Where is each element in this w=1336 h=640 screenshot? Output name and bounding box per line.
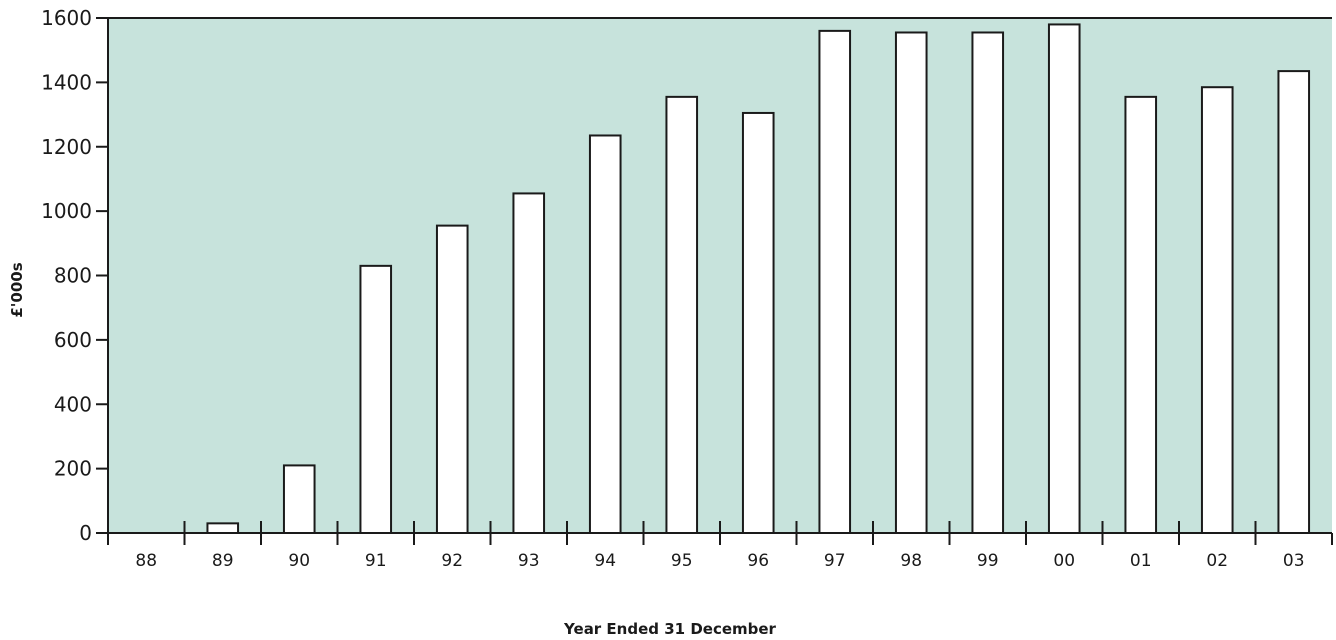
bar-03	[1277, 70, 1311, 534]
x-tick-label: 93	[518, 551, 540, 571]
bar-99	[971, 31, 1005, 534]
bar-93	[512, 192, 546, 534]
x-tick-label: 92	[441, 551, 463, 571]
bar-91	[359, 264, 393, 534]
x-axis-ticks: 88 89 90 91 92 93 94 95 96 97 98 99 00 01 02 03	[107, 521, 1333, 571]
bar-96	[741, 111, 775, 534]
bar-97	[818, 29, 852, 534]
x-tick-label: 90	[288, 551, 310, 571]
x-tick-label: 91	[365, 551, 387, 571]
x-tick-label: 03	[1283, 551, 1305, 571]
y-tick-label: 1600	[41, 6, 92, 30]
x-tick-label: 01	[1130, 551, 1152, 571]
x-tick-label: 96	[747, 551, 769, 571]
x-tick-label: 94	[594, 551, 616, 571]
x-tick-label: 89	[212, 551, 234, 571]
y-axis-ticks: 0 200 400 600 800 1000 1200 1400 1600	[41, 6, 108, 545]
y-tick-label: 600	[54, 328, 92, 352]
y-tick-label: 0	[79, 521, 92, 545]
bar-89	[206, 522, 240, 534]
x-axis-title: Year Ended 31 December	[563, 620, 777, 638]
x-tick-label: 02	[1206, 551, 1228, 571]
y-tick-label: 1400	[41, 70, 92, 94]
bar-02	[1200, 86, 1234, 534]
bar-90	[282, 464, 316, 534]
x-tick-label: 99	[977, 551, 999, 571]
y-tick-label: 400	[54, 392, 92, 416]
x-tick-label: 95	[671, 551, 693, 571]
bar-92	[435, 224, 469, 534]
bar-98	[894, 31, 928, 534]
y-tick-label: 800	[54, 264, 92, 288]
x-tick-label: 97	[824, 551, 846, 571]
y-tick-label: 1200	[41, 135, 92, 159]
bars-group	[206, 23, 1311, 534]
x-tick-label: 88	[135, 551, 157, 571]
bar-00	[1047, 23, 1081, 534]
bar-94	[588, 134, 622, 534]
y-tick-label: 200	[54, 457, 92, 481]
y-axis-title: £'000s	[8, 262, 26, 317]
bar-01	[1124, 95, 1158, 534]
x-tick-label: 98	[900, 551, 922, 571]
x-tick-label: 00	[1053, 551, 1075, 571]
y-tick-label: 1000	[41, 199, 92, 223]
bar-95	[665, 95, 699, 534]
